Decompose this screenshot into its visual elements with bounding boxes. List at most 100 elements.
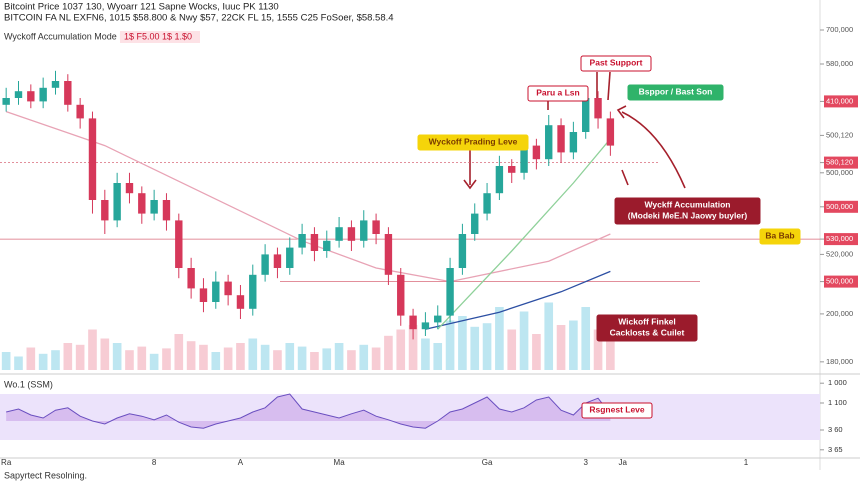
y-tick-label: 500,000 <box>826 202 853 211</box>
candle-body <box>446 268 454 316</box>
volume-bar <box>408 325 418 370</box>
y-tick-label: 700,000 <box>826 25 853 34</box>
volume-bar <box>186 341 196 370</box>
y-tick-box <box>824 156 858 169</box>
y-tick-label: 410,000 <box>826 96 853 105</box>
y-tick-box <box>824 95 858 108</box>
moving-average <box>5 110 611 283</box>
candle-body <box>557 125 565 153</box>
candle-body <box>14 91 23 98</box>
candle-body <box>199 288 208 302</box>
candle-body <box>224 281 232 296</box>
candle-body <box>2 98 10 105</box>
candle-body <box>286 247 294 268</box>
volume-bar <box>223 347 233 370</box>
y-tick-label: 580,120 <box>826 158 853 167</box>
candle-body <box>545 125 553 160</box>
annotation-box <box>527 85 589 102</box>
candle-body <box>261 254 269 275</box>
osc-tick-label: 1 100 <box>828 398 847 407</box>
volume-bar <box>421 338 430 370</box>
volume-bar <box>100 338 110 370</box>
volume-bar <box>482 323 492 370</box>
candle-body <box>606 118 615 146</box>
volume-bar <box>581 307 591 370</box>
volume-bar <box>322 348 332 370</box>
volume-bar <box>458 316 467 370</box>
volume-bar <box>544 302 554 370</box>
candle-body <box>384 234 393 275</box>
volume-bar <box>519 311 529 370</box>
candle-body <box>249 274 257 309</box>
x-tick-label: 3 <box>583 458 588 467</box>
annotation-text: Wyckff Accumulation <box>645 199 731 209</box>
candle-body <box>421 322 430 330</box>
volume-bar <box>199 344 208 370</box>
y-tick-label: 500,000 <box>826 277 853 286</box>
volume-bar <box>236 343 245 370</box>
candle-body <box>64 81 72 105</box>
pane-label: Wyckoff Accumulation Mode LD <box>4 31 131 41</box>
x-tick-label: Ga <box>482 458 493 467</box>
candle-body <box>51 81 60 88</box>
annotation-text: Wickoff Finkel <box>618 316 676 326</box>
volume-bar <box>125 350 134 370</box>
annotation-text: Bsppor / Bast Son <box>639 86 713 96</box>
volume-bar <box>1 352 11 370</box>
candle-body <box>409 315 417 330</box>
annotation-box <box>581 402 653 419</box>
candle-body <box>273 254 282 268</box>
candle-body <box>508 166 516 173</box>
candle-body <box>360 220 368 241</box>
moving-average <box>437 138 611 330</box>
x-tick-label: 1 <box>744 458 749 467</box>
volume-bar <box>14 356 23 370</box>
annotation-box <box>759 228 801 245</box>
chart-title: Bitcoint Price 1037 130, Wyoarr 121 Sapn… <box>4 2 279 13</box>
volume-bar <box>606 334 615 370</box>
x-tick-label: Ma <box>334 458 346 467</box>
candle-body <box>88 118 97 200</box>
candle-body <box>27 91 35 102</box>
osc-tick-label: 1 000 <box>828 378 847 387</box>
candle-body <box>520 145 528 173</box>
volume-bar <box>359 344 369 370</box>
annotation-text: Paru a Lsn <box>536 87 579 97</box>
candle-body <box>150 200 158 214</box>
pane-tag: 1$ F5.00 1$ 1.$0 <box>124 31 192 41</box>
volume-bar <box>162 348 171 370</box>
candle-body <box>495 166 504 194</box>
x-tick-label: A <box>238 458 244 467</box>
candle-body <box>113 183 121 221</box>
volume-bar <box>88 329 97 370</box>
osc-tick-label: 3 65 <box>828 445 843 454</box>
volume-bar <box>347 350 356 370</box>
candle-body <box>323 240 331 251</box>
volume-bar <box>433 343 443 370</box>
candle-body <box>569 132 578 153</box>
volume-bar <box>260 344 270 370</box>
osc-tick-label: 3 60 <box>828 425 843 434</box>
y-tick-label: 520,000 <box>826 249 853 258</box>
volume-bar <box>273 350 282 370</box>
volume-bar <box>334 343 344 370</box>
annotation-box <box>627 84 724 101</box>
volume-bar <box>470 326 480 370</box>
y-tick-label: 580,000 <box>826 59 853 68</box>
osc-line <box>6 393 611 429</box>
moving-average <box>425 270 611 330</box>
volume-bar <box>297 346 307 370</box>
candle-body <box>458 234 467 268</box>
volume-bar <box>174 334 184 370</box>
volume-bar <box>569 320 578 370</box>
candle-body <box>76 104 84 119</box>
volume-bar <box>371 347 381 370</box>
volume-bar <box>112 343 122 370</box>
annotation-box <box>596 314 698 342</box>
volume-bar <box>384 335 393 370</box>
x-tick-label: Ja <box>618 458 627 467</box>
x-tick-label: Ra <box>1 458 12 467</box>
volume-bar <box>556 325 566 370</box>
candle-body <box>434 315 442 323</box>
